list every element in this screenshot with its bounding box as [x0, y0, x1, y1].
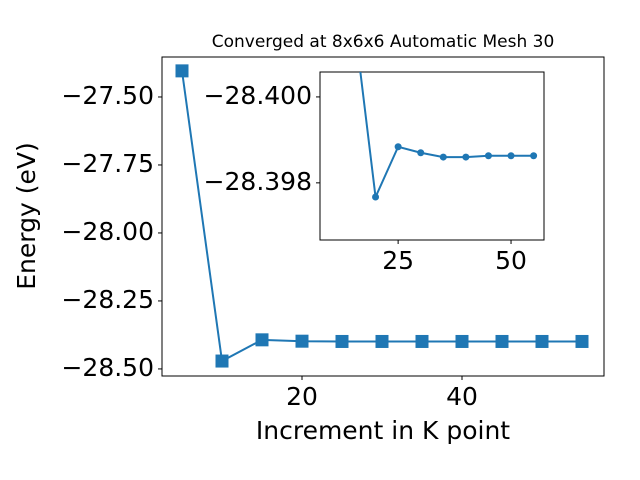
x-tick-label: 20 — [286, 382, 318, 411]
y-tick-label: −28.398 — [204, 167, 312, 196]
x-tick-label: 25 — [382, 246, 414, 275]
marker — [462, 153, 470, 161]
y-tick-label: −28.00 — [61, 217, 154, 246]
y-axis-label: Energy (eV) — [12, 142, 41, 289]
marker — [417, 149, 425, 157]
marker — [415, 334, 429, 348]
plot-area — [319, 71, 545, 241]
x-tick-label: 40 — [446, 382, 478, 411]
y-tick-label: −27.50 — [61, 81, 154, 110]
y-tick-label: −27.75 — [61, 149, 154, 178]
marker — [255, 333, 269, 347]
y-tick-label: −28.25 — [61, 285, 154, 314]
y-tick-label: −28.50 — [61, 353, 154, 382]
marker — [455, 334, 469, 348]
marker — [495, 334, 509, 348]
y-tick-label: −28.400 — [204, 81, 312, 110]
marker — [484, 152, 492, 160]
x-tick-label: 50 — [495, 246, 527, 275]
marker — [295, 334, 309, 348]
marker — [175, 64, 189, 78]
marker — [215, 354, 229, 368]
chart-title: Converged at 8x6x6 Automatic Mesh 30 — [212, 32, 555, 52]
marker — [335, 334, 349, 348]
marker — [507, 152, 515, 160]
marker — [439, 153, 447, 161]
x-axis-label: Increment in K point — [256, 416, 510, 445]
marker — [575, 334, 589, 348]
plot-area — [161, 56, 605, 377]
marker — [372, 193, 380, 201]
marker — [530, 152, 538, 160]
marker — [394, 143, 402, 151]
marker — [375, 334, 389, 348]
marker — [535, 334, 549, 348]
